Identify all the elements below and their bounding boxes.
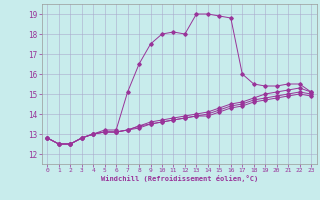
X-axis label: Windchill (Refroidissement éolien,°C): Windchill (Refroidissement éolien,°C)	[100, 175, 258, 182]
